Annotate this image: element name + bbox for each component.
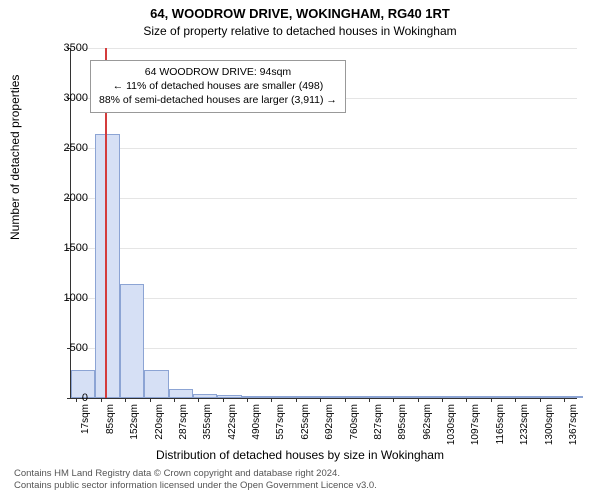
gridline-h (71, 48, 577, 49)
histogram-bar (242, 396, 266, 398)
histogram-bar (413, 396, 437, 398)
xtick-mark (418, 398, 419, 402)
xtick-label: 287sqm (178, 404, 189, 440)
xtick-label: 625sqm (300, 404, 311, 440)
ytick-label: 500 (48, 342, 88, 354)
xtick-label: 827sqm (373, 404, 384, 440)
histogram-bar (291, 396, 315, 398)
xtick-mark (320, 398, 321, 402)
histogram-bar (339, 396, 363, 398)
xtick-mark (125, 398, 126, 402)
footer-attribution: Contains HM Land Registry data © Crown c… (14, 468, 377, 492)
xtick-mark (296, 398, 297, 402)
xtick-label: 355sqm (202, 404, 213, 440)
xtick-label: 85sqm (105, 404, 116, 434)
histogram-bar (144, 370, 168, 398)
ytick-label: 3000 (48, 92, 88, 104)
info-box: 64 WOODROW DRIVE: 94sqm ← 11% of detache… (90, 60, 346, 113)
histogram-bar (364, 396, 388, 398)
xtick-mark (76, 398, 77, 402)
xtick-label: 1097sqm (470, 404, 481, 445)
xtick-label: 1232sqm (519, 404, 530, 445)
xtick-mark (540, 398, 541, 402)
xtick-label: 760sqm (349, 404, 360, 440)
chart-subtitle: Size of property relative to detached ho… (0, 24, 600, 38)
xtick-mark (491, 398, 492, 402)
xtick-label: 692sqm (324, 404, 335, 440)
xtick-mark (247, 398, 248, 402)
histogram-bar (193, 394, 217, 399)
y-axis-label: Number of detached properties (8, 75, 22, 240)
gridline-h (71, 198, 577, 199)
ytick-label: 0 (48, 392, 88, 404)
histogram-bar (461, 396, 485, 398)
xtick-label: 1367sqm (568, 404, 579, 445)
histogram-bar (486, 396, 510, 398)
xtick-label: 557sqm (275, 404, 286, 440)
histogram-bar (95, 134, 119, 398)
footer-line-1: Contains HM Land Registry data © Crown c… (14, 468, 377, 480)
xtick-label: 422sqm (227, 404, 238, 440)
xtick-mark (271, 398, 272, 402)
histogram-bar (169, 389, 193, 398)
gridline-h (71, 248, 577, 249)
xtick-label: 1165sqm (495, 404, 506, 444)
histogram-bar (266, 396, 290, 398)
info-line-1: 64 WOODROW DRIVE: 94sqm (99, 65, 337, 79)
xtick-label: 490sqm (251, 404, 262, 440)
ytick-label: 3500 (48, 42, 88, 54)
histogram-bar (217, 395, 241, 398)
histogram-bar (437, 396, 461, 398)
xtick-mark (369, 398, 370, 402)
xtick-mark (174, 398, 175, 402)
histogram-bar (315, 396, 339, 398)
xtick-label: 1300sqm (544, 404, 555, 445)
xtick-mark (150, 398, 151, 402)
xtick-mark (101, 398, 102, 402)
xtick-mark (442, 398, 443, 402)
histogram-bar (535, 396, 559, 398)
gridline-h (71, 148, 577, 149)
xtick-mark (466, 398, 467, 402)
ytick-label: 1500 (48, 242, 88, 254)
histogram-bar (120, 284, 144, 398)
histogram-bar (510, 396, 534, 398)
xtick-label: 1030sqm (446, 404, 457, 445)
xtick-mark (393, 398, 394, 402)
xtick-label: 152sqm (129, 404, 140, 440)
xtick-mark (345, 398, 346, 402)
ytick-label: 2500 (48, 142, 88, 154)
chart-container: 64, WOODROW DRIVE, WOKINGHAM, RG40 1RT S… (0, 0, 600, 500)
xtick-mark (564, 398, 565, 402)
info-line-2: ← 11% of detached houses are smaller (49… (99, 79, 337, 93)
footer-line-2: Contains public sector information licen… (14, 480, 377, 492)
histogram-bar (559, 396, 583, 398)
xtick-mark (223, 398, 224, 402)
ytick-label: 1000 (48, 292, 88, 304)
x-axis-label: Distribution of detached houses by size … (0, 448, 600, 462)
xtick-label: 220sqm (154, 404, 165, 440)
xtick-label: 962sqm (422, 404, 433, 440)
ytick-label: 2000 (48, 192, 88, 204)
gridline-h (71, 348, 577, 349)
xtick-label: 17sqm (80, 404, 91, 434)
xtick-mark (515, 398, 516, 402)
gridline-h (71, 298, 577, 299)
histogram-bar (388, 396, 412, 398)
xtick-label: 895sqm (397, 404, 408, 440)
xtick-mark (198, 398, 199, 402)
info-line-3: 88% of semi-detached houses are larger (… (99, 93, 337, 107)
chart-title: 64, WOODROW DRIVE, WOKINGHAM, RG40 1RT (0, 6, 600, 21)
